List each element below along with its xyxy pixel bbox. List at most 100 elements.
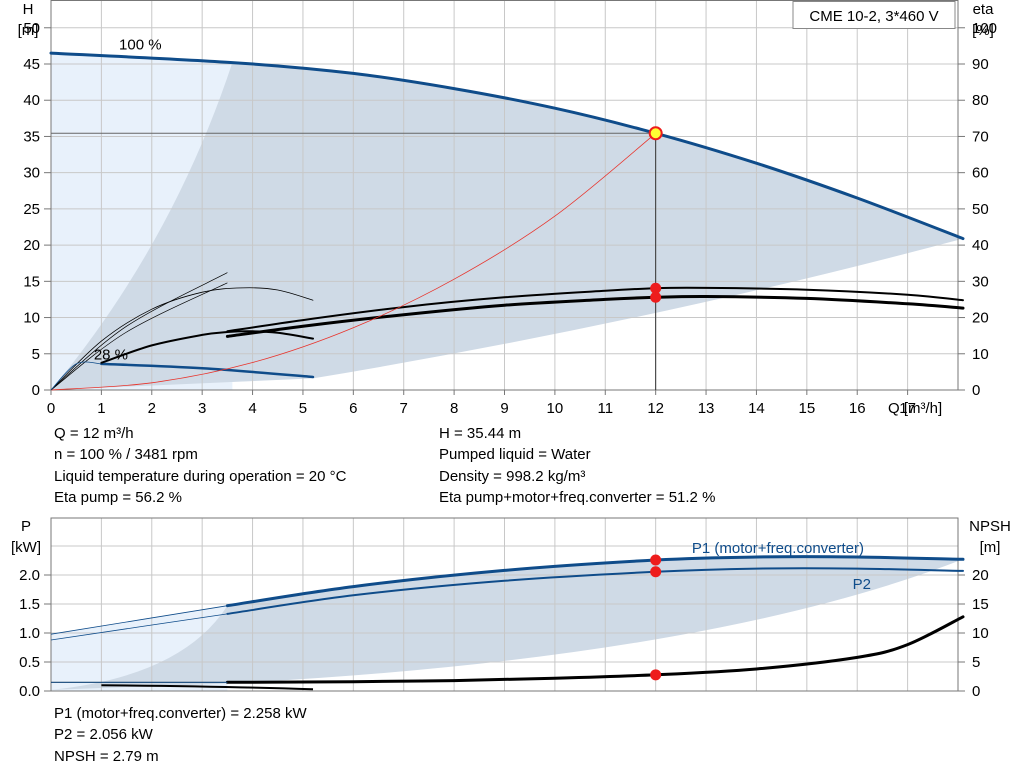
y-tick-label-head: 25 (23, 201, 40, 218)
y-axis-label-eta: eta (973, 1, 995, 18)
y-tick-label-eta: 10 (972, 346, 989, 363)
duty-info-left: Q = 12 m³/h n = 100 % / 3481 rpm Liquid … (54, 423, 346, 508)
operating-range-region (51, 62, 964, 390)
x-tick-label: 13 (698, 400, 715, 417)
top-panel: 100 %28 %0510152025303540455001020304050… (18, 0, 997, 417)
y-tick-label-eta: 100 (972, 20, 997, 37)
npsh-low-speed-curve (101, 684, 314, 691)
p2-series-label: P2 (853, 576, 871, 593)
y-tick-label-eta: 20 (972, 310, 989, 327)
x-tick-label: 5 (299, 400, 307, 417)
npsh-info: NPSH = 2.79 m (54, 747, 159, 765)
y-tick-label-head: 50 (23, 20, 40, 37)
eta-total-curve (225, 294, 965, 338)
speed-label-28: 28 % (94, 347, 128, 364)
head-curve-28-extension (50, 361, 102, 391)
y-axis-label-power: P (21, 518, 31, 535)
head-curve-100-extension (50, 52, 233, 63)
duty-info-right: H = 35.44 m Pumped liquid = Water Densit… (439, 423, 715, 508)
y-tick-label-head: 30 (23, 165, 40, 182)
speed-info: n = 100 % / 3481 rpm (54, 446, 198, 464)
eta-pump-extension (50, 272, 228, 391)
y-axis-unit-npsh: [m] (980, 539, 1001, 556)
y-axis-unit-power: [kW] (11, 539, 41, 556)
y-tick-label-eta: 50 (972, 201, 989, 218)
x-tick-label: 8 (450, 400, 458, 417)
y-axis-label-head: H (23, 1, 34, 18)
y-tick-label-power: 1.0 (19, 625, 40, 642)
head-curve-100 (49, 51, 965, 241)
x-tick-label: 2 (148, 400, 156, 417)
x-tick-label: 3 (198, 400, 206, 417)
system-curve (50, 132, 657, 391)
eta-low-speed-thin-curve (50, 287, 314, 391)
y-tick-label-power: 2.0 (19, 567, 40, 584)
x-tick-label: 7 (400, 400, 408, 417)
y-tick-label-npsh: 20 (972, 567, 989, 584)
title-box (792, 1, 956, 29)
p2-curve (226, 567, 964, 615)
y-tick-label-head: 20 (23, 237, 40, 254)
p2-info: P2 = 2.056 kW (54, 726, 153, 744)
y-tick-label-head: 40 (23, 92, 40, 109)
p1-duty-marker (650, 554, 662, 566)
eta-total-info: Eta pump+motor+freq.converter = 51.2 % (439, 488, 716, 506)
x-tick-label: 12 (647, 400, 664, 417)
p2-duty-marker (650, 566, 662, 578)
p1-curve (225, 555, 965, 608)
p1-info: P1 (motor+freq.converter) = 2.258 kW (54, 705, 307, 722)
bottom-panel: P1 (motor+freq.converter) P2 0.0 0.5 1.0 1.5 2… (11, 517, 1011, 700)
speed-label-100: 100 % (119, 37, 162, 54)
eta-pump-curve (226, 286, 964, 333)
power-operating-region (51, 556, 963, 690)
y-axis-label-npsh: NPSH (969, 518, 1011, 535)
x-tick-label: 11 (597, 400, 613, 417)
y-tick-label-eta: 70 (972, 128, 989, 145)
y-tick-label-eta: 0 (972, 382, 980, 399)
x-tick-label: 17 (899, 400, 916, 417)
y-tick-label-eta: 40 (972, 237, 989, 254)
x-tick-label: 14 (748, 400, 765, 417)
x-tick-label: 16 (849, 400, 866, 417)
duty-point-marker (648, 126, 663, 141)
y-tick-label-power: 1.5 (19, 596, 40, 613)
y-tick-label-power: 0.5 (19, 654, 40, 671)
y-axis-unit-head: [m] (18, 22, 39, 39)
y-tick-label-power: 0.0 (19, 683, 40, 700)
y-tick-label-eta: 60 (972, 165, 989, 182)
npsh-duty-marker (650, 669, 662, 681)
chart-title: CME 10-2, 3*460 V (809, 8, 938, 25)
power-info: P1 (motor+freq.converter) = 2.258 kW P2 … (54, 703, 307, 767)
eta-low-speed-curve (100, 330, 314, 364)
head-info: H = 35.44 m (439, 425, 522, 442)
y-tick-label-eta: 30 (972, 273, 989, 290)
head-curve-28 (100, 362, 315, 379)
flow-info: Q = 12 m³/h (54, 425, 134, 442)
p2-curve-extension (50, 613, 228, 641)
y-tick-label-npsh: 10 (972, 625, 989, 642)
y-tick-label-eta: 80 (972, 92, 989, 109)
temperature-info: Liquid temperature during operation = 20… (54, 467, 347, 485)
y-tick-label-head: 0 (32, 382, 40, 399)
density-info: Density = 998.2 kg/m³ (439, 467, 586, 485)
y-tick-label-npsh: 0 (972, 683, 980, 700)
eta-pump-info: Eta pump = 56.2 % (54, 488, 182, 506)
x-tick-label: 10 (547, 400, 564, 417)
y-tick-label-head: 10 (23, 310, 40, 327)
x-tick-label: 1 (97, 400, 105, 417)
eta-duty-marker (650, 291, 662, 303)
eta-duty-marker (650, 282, 662, 294)
y-tick-label-npsh: 15 (972, 596, 989, 613)
y-tick-label-head: 45 (23, 56, 40, 73)
liquid-info: Pumped liquid = Water (439, 446, 591, 464)
npsh-curve (225, 615, 965, 684)
x-tick-label: 15 (798, 400, 815, 417)
x-tick-label: 0 (47, 400, 55, 417)
y-tick-label-eta: 90 (972, 56, 989, 73)
x-tick-label: 6 (349, 400, 357, 417)
x-axis-label: Q [m³/h] (888, 400, 942, 417)
p1-curve-extension (50, 605, 228, 635)
y-tick-label-head: 35 (23, 128, 40, 145)
y-axis-unit-eta: [%] (972, 22, 994, 39)
